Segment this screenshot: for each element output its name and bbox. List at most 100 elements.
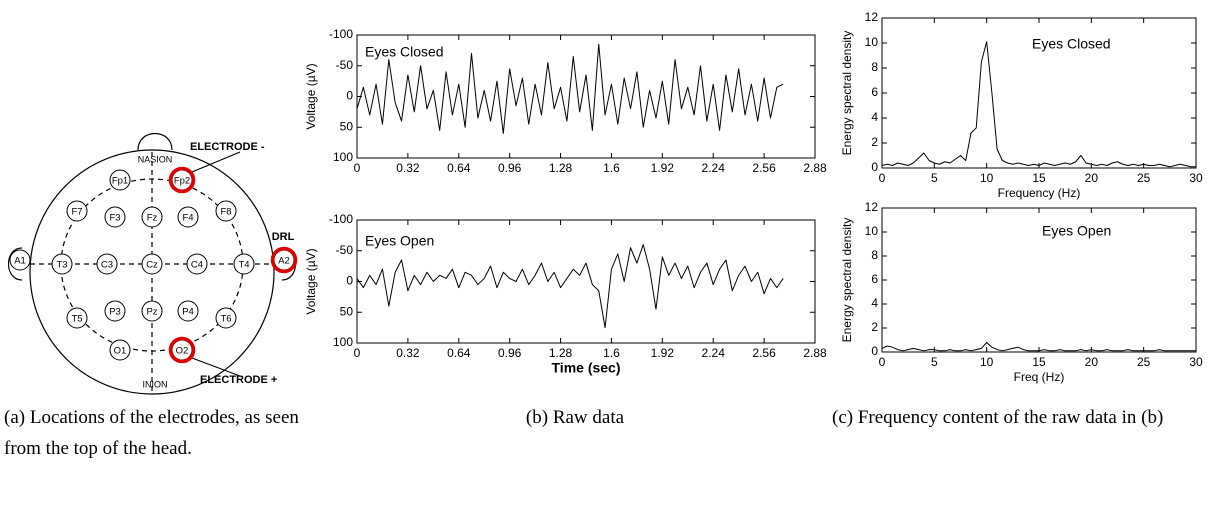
electrode-circle [233,253,255,275]
electrode: Fp1 [109,169,131,191]
electrode: C4 [186,253,208,275]
chart: 0 2 4 6 8 10 12 0 5 10 15 20 25 30 Eyes Open Energy spe… [840,200,1203,384]
left-ear [8,247,23,281]
chart: 0 2 4 6 8 10 12 0 5 10 15 20 25 30 Eyes Closed Energy s… [840,10,1203,200]
electrode-label: O2 [176,346,189,357]
electrode-label: C3 [101,260,113,271]
x-tick-label: 0 [354,161,361,175]
annotation: Eyes Open [365,233,434,249]
y-tick-label: 0 [346,89,353,103]
electrode-label: Fp2 [174,176,190,187]
electrode-label: Cz [146,260,158,271]
electrode-circle [141,206,163,228]
electrode-circle [141,300,163,322]
caption: (a) Locations of the electrodes, as seen… [4,407,299,459]
electrode: T3 [51,253,73,275]
electrode-circle [186,253,208,275]
electrode: Cz [141,253,163,275]
electrode-circle [177,300,199,322]
electrode-label: P4 [182,307,194,318]
electrode-label: F3 [109,213,120,224]
electrode-circle [177,206,199,228]
x-tick-label: 0.64 [447,161,471,175]
data-line [356,43,784,134]
x-tick-label: 15 [1032,171,1046,185]
x-tick-label: 10 [980,171,994,185]
y-tick-label: 12 [865,10,879,24]
y-tick-label: 8 [871,248,878,262]
electrode: Fz [141,206,163,228]
figure: NASION INION ELECTRODE - ELECTRODE + DRL… [8,10,1203,395]
electrode: O1 [109,339,131,361]
x-tick-label: 2.56 [752,346,776,360]
electrode-label: P3 [109,307,121,318]
electrode: A1 [9,249,31,271]
electrode: P3 [104,300,126,322]
y-tick-label: 50 [340,304,354,318]
electrode-label: T6 [220,314,231,325]
y-tick-label: 10 [865,35,879,49]
x-axis-label: Time (sec) [552,360,621,376]
x-tick-label: 30 [1189,171,1203,185]
electrode-circle [215,307,237,329]
x-tick-label: 1.92 [651,161,675,175]
x-tick-label: 0.96 [498,161,522,175]
y-axis-label: Energy spectral density [840,31,854,156]
electrode-label: Fp1 [112,176,128,187]
electrode-label: A1 [14,256,26,267]
nasion-label: NASION [138,154,173,164]
x-tick-label: 0.64 [447,346,471,360]
electrode: F4 [177,206,199,228]
x-tick-label: 15 [1032,355,1046,369]
electrode: P4 [177,300,199,322]
x-tick-label: 0.32 [396,161,420,175]
pointer-line [191,151,241,173]
x-tick-label: 10 [980,355,994,369]
x-tick-label: 2.88 [803,161,827,175]
y-tick-label: 6 [871,272,878,286]
y-tick-label: 12 [865,200,879,214]
y-tick-label: 2 [871,135,878,149]
electrode: C3 [96,253,118,275]
x-tick-label: 0 [354,346,361,360]
electrode-plus-label: ELECTRODE + [200,374,277,386]
electrode-circle [51,253,73,275]
y-tick-label: 2 [871,320,878,334]
y-tick-label: 100 [333,335,353,349]
plot-frame [881,17,1197,169]
y-axis-label: Voltage (µV) [304,63,318,129]
electrode-minus-label: ELECTRODE - [190,141,265,153]
x-tick-label: 2.24 [702,346,726,360]
x-tick-label: 1.6 [603,346,620,360]
electrode-label: C4 [191,260,203,271]
inion-label: INION [142,379,167,389]
electrode: F7 [66,200,88,222]
y-tick-label: -100 [329,27,353,41]
x-tick-label: 20 [1085,171,1099,185]
electrode-circle [66,307,88,329]
electrode-highlight [168,166,196,194]
electrode-label: T3 [56,260,67,271]
electrode-circle [104,300,126,322]
drl-label: DRL [272,231,295,243]
y-tick-label: 4 [871,110,878,124]
caption: (c) Frequency content of the raw data in… [832,407,1164,428]
electrode-circle [215,200,237,222]
electrode: T6 [215,307,237,329]
y-tick-label: 8 [871,60,878,74]
data-line [881,41,1196,168]
plot-frame [356,34,816,159]
x-tick-label: 1.92 [651,346,675,360]
x-tick-label: 0 [879,355,886,369]
x-tick-label: 1.6 [603,161,620,175]
x-tick-label: 30 [1189,355,1203,369]
electrode-circle [66,200,88,222]
electrode-label: A2 [278,256,290,267]
electrode: F3 [104,206,126,228]
electrode: T4 [233,253,255,275]
x-tick-label: 0 [879,171,886,185]
x-tick-label: 25 [1137,355,1151,369]
electrode-label: Pz [146,307,157,318]
